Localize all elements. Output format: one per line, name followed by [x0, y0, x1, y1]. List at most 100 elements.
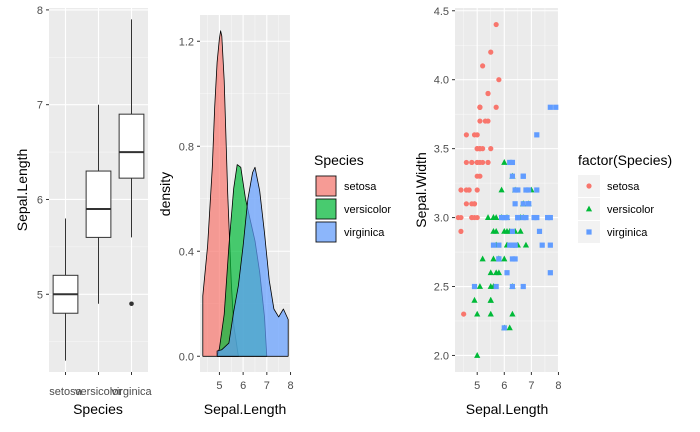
scatter-point-versicolor: [498, 186, 505, 193]
scatter-point-versicolor: [522, 241, 530, 248]
scatter-point-setosa: [471, 132, 478, 138]
density-legend: Species setosa versicolor virginica: [314, 152, 391, 243]
scatter-point-virginica: [520, 201, 526, 207]
scatter-point-virginica: [490, 242, 497, 248]
density-legend-label-virginica: virginica: [344, 227, 385, 239]
scatter-point-setosa: [474, 187, 480, 193]
scatter-point-setosa: [471, 201, 478, 207]
boxplot-x-tick-label: versicolor: [75, 386, 122, 398]
density-x-axis-title: Sepal.Length: [204, 401, 287, 417]
scatter-point-versicolor: [509, 310, 516, 317]
boxplot-y-tick-label: 7: [37, 100, 43, 112]
scatter-point-virginica: [547, 214, 553, 221]
scatter-point-versicolor: [487, 310, 494, 317]
scatter-point-virginica: [515, 214, 521, 221]
scatter-point-virginica: [547, 242, 553, 248]
scatter-legend-key-versicolor: [585, 205, 593, 212]
scatter-point-virginica: [504, 214, 510, 221]
scatter-point-versicolor: [487, 269, 494, 276]
scatter-point-virginica: [504, 270, 510, 276]
scatter-point-virginica: [509, 159, 516, 166]
scatter-legend-items: setosa versicolor virginica: [578, 175, 654, 243]
box-versicolor: [85, 104, 112, 304]
scatter-point-setosa: [474, 214, 480, 221]
scatter-point-virginica: [526, 201, 532, 207]
density-y-tick-label: 1.2: [179, 36, 194, 48]
scatter-y-tick-label: 2.5: [434, 282, 449, 294]
scatter-chart: 2.0 2.5 3.0 3.5 4.0 4.5 5 6 7 8 Sepal.Length Sep…: [413, 6, 672, 417]
scatter-point-versicolor: [471, 296, 478, 303]
boxplot-y-tick-label: 8: [37, 5, 43, 17]
scatter-point-virginica: [512, 201, 518, 207]
scatter-legend-label-versicolor: versicolor: [607, 204, 654, 216]
scatter-x-tick-label: 6: [501, 380, 507, 392]
scatter-point-versicolor: [474, 310, 481, 317]
scatter-point-versicolor: [474, 352, 481, 358]
box-body: [118, 113, 145, 179]
scatter-point-virginica: [509, 242, 516, 248]
density-chart: 0.0 0.4 0.8 1.2 5 6 7 8 Sepal.Length density S…: [157, 15, 391, 417]
scatter-point-virginica: [498, 214, 505, 221]
scatter-point-virginica: [539, 242, 545, 248]
density-legend-title: Species: [314, 152, 364, 168]
scatter-point-versicolor: [501, 159, 508, 165]
scatter-point-virginica: [523, 187, 529, 193]
scatter-legend-title: factor(Species): [578, 152, 672, 168]
scatter-point-virginica: [523, 214, 529, 221]
scatter-point-virginica: [534, 187, 540, 193]
scatter-grid: [455, 8, 560, 372]
boxplot-x-tick-label: virginica: [111, 386, 152, 398]
scatter-point-setosa: [485, 90, 491, 97]
scatter-point-setosa: [477, 104, 483, 110]
density-x-tick-label: 7: [264, 380, 270, 392]
scatter-y-tick-label: 3.5: [434, 144, 449, 156]
scatter-point-virginica: [507, 159, 513, 166]
scatter-point-setosa: [463, 187, 469, 193]
scatter-point-virginica: [553, 104, 559, 110]
scatter-point-setosa: [488, 49, 494, 55]
boxplot-x-tick-label: setosa: [49, 386, 82, 398]
scatter-point-virginica: [496, 256, 502, 262]
scatter-legend-key-virginica: [586, 229, 592, 235]
boxplot-y-tick-label: 5: [37, 289, 43, 301]
boxplot-y-ticks: 5 6 7 8: [37, 5, 49, 301]
scatter-x-axis-title: Sepal.Length: [466, 401, 549, 417]
box-setosa: [52, 218, 79, 361]
density-x-ticks: 5 6 7 8: [216, 372, 294, 392]
boxplot-marks: [52, 19, 145, 361]
density-area-virginica: [216, 166, 289, 357]
density-legend-label-versicolor: versicolor: [344, 204, 391, 216]
scatter-point-setosa: [480, 146, 486, 152]
scatter-point-virginica: [531, 214, 537, 221]
scatter-point-versicolor: [484, 214, 492, 220]
boxplot-y-axis-title: Sepal.Length: [14, 149, 30, 232]
boxplot-y-tick-label: 6: [37, 194, 43, 206]
density-y-tick-label: 0.8: [179, 141, 194, 153]
scatter-point-setosa: [461, 311, 467, 317]
scatter-point-virginica: [512, 256, 518, 262]
scatter-point-versicolor: [493, 214, 500, 220]
density-x-tick-label: 8: [287, 380, 293, 392]
scatter-point-versicolor: [506, 324, 513, 331]
density-y-axis-title: density: [157, 172, 173, 216]
scatter-point-versicolor: [479, 255, 486, 262]
scatter-point-virginica: [471, 283, 478, 290]
scatter-point-virginica: [534, 132, 540, 138]
scatter-point-virginica: [509, 228, 516, 234]
density-legend-swatch-setosa: [315, 175, 337, 197]
scatter-point-virginica: [512, 187, 518, 193]
scatter-point-virginica: [536, 228, 543, 234]
scatter-legend-label-virginica: virginica: [607, 227, 648, 239]
scatter-point-versicolor: [490, 255, 497, 262]
scatter-y-tick-label: 2.0: [434, 350, 449, 362]
scatter-x-tick-label: 5: [474, 380, 480, 392]
scatter-point-virginica: [507, 242, 513, 248]
density-x-tick-label: 6: [240, 380, 246, 392]
box-outlier-point: [129, 301, 134, 307]
scatter-point-virginica: [515, 187, 521, 193]
scatter-legend-key-setosa: [586, 183, 592, 189]
scatter-y-axis-title: Sepal.Width: [413, 152, 429, 227]
scatter-point-setosa: [469, 214, 475, 221]
